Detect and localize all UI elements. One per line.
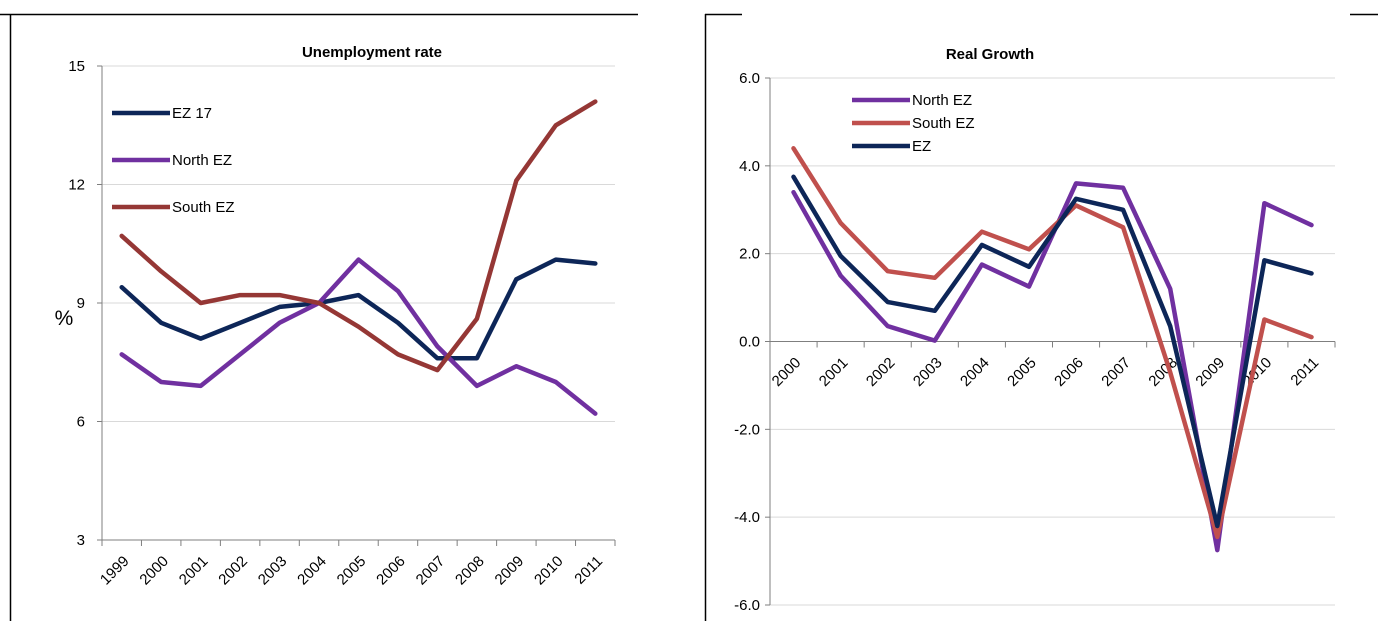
x-tick-label: 2006 (1051, 354, 1087, 390)
legend-label: EZ (912, 138, 931, 155)
series-line-ez-17 (119, 257, 598, 361)
x-tick-label: 2003 (910, 354, 946, 390)
x-tick-label: 2001 (816, 354, 852, 390)
y-tick-label: 12 (68, 177, 85, 194)
y-tick-label: 4.0 (739, 158, 760, 175)
y-tick-label: 3 (77, 532, 85, 549)
y-tick-label: 6.0 (739, 70, 760, 87)
y-axis-label: % (55, 307, 74, 330)
series-line-ez (791, 174, 1314, 529)
x-tick-label: 2002 (863, 354, 899, 390)
x-tick-label: 2001 (176, 553, 212, 589)
series-line-north-ez (119, 257, 598, 416)
x-tick-label: 2009 (492, 553, 528, 589)
real-growth-chart: -6.0 -4.0 -2.0 0.0 2.0 4.0 6.0 2000 2001 2002 2003… (734, 46, 1336, 614)
legend-label: South EZ (172, 199, 235, 216)
legend-label: EZ 17 (172, 105, 212, 122)
legend-label: North EZ (912, 92, 972, 109)
legend-label: North EZ (172, 152, 232, 169)
x-tick-label: 1999 (97, 553, 133, 589)
legend-label: South EZ (912, 115, 975, 132)
x-tick-label: 2006 (373, 553, 409, 589)
y-tick-label: -2.0 (734, 421, 760, 438)
y-tick-label: -6.0 (734, 597, 760, 614)
x-tick-label: 2010 (531, 553, 567, 589)
x-tick-label: 2003 (255, 553, 291, 589)
x-tick-label: 2002 (215, 553, 251, 589)
x-tick-label: 2007 (413, 553, 449, 589)
x-tick-label: 2005 (1004, 354, 1040, 390)
series-line-north-ez (791, 181, 1314, 553)
chart-title: Real Growth (946, 46, 1034, 63)
y-tick-label: 0.0 (739, 334, 760, 351)
y-tick-label: 15 (68, 58, 85, 75)
x-tick-label: 2004 (294, 553, 330, 589)
chart-title: Unemployment rate (302, 44, 442, 61)
series-line-south-ez (119, 99, 598, 373)
x-tick-label: 2009 (1192, 354, 1228, 390)
y-tick-label: 9 (77, 295, 85, 312)
y-tick-label: 6 (77, 414, 85, 431)
x-tick-label: 2000 (769, 354, 805, 390)
x-tick-label: 2005 (334, 553, 370, 589)
x-tick-label: 2011 (571, 553, 606, 588)
x-tick-label: 2004 (957, 354, 993, 390)
x-tick-label: 2007 (1098, 354, 1134, 390)
y-tick-label: 2.0 (739, 246, 760, 263)
series-line-south-ez (791, 146, 1314, 540)
x-tick-label: 2011 (1287, 354, 1322, 389)
y-tick-label: -4.0 (734, 509, 760, 526)
x-tick-label: 2000 (136, 553, 172, 589)
x-tick-label: 2008 (452, 553, 488, 589)
